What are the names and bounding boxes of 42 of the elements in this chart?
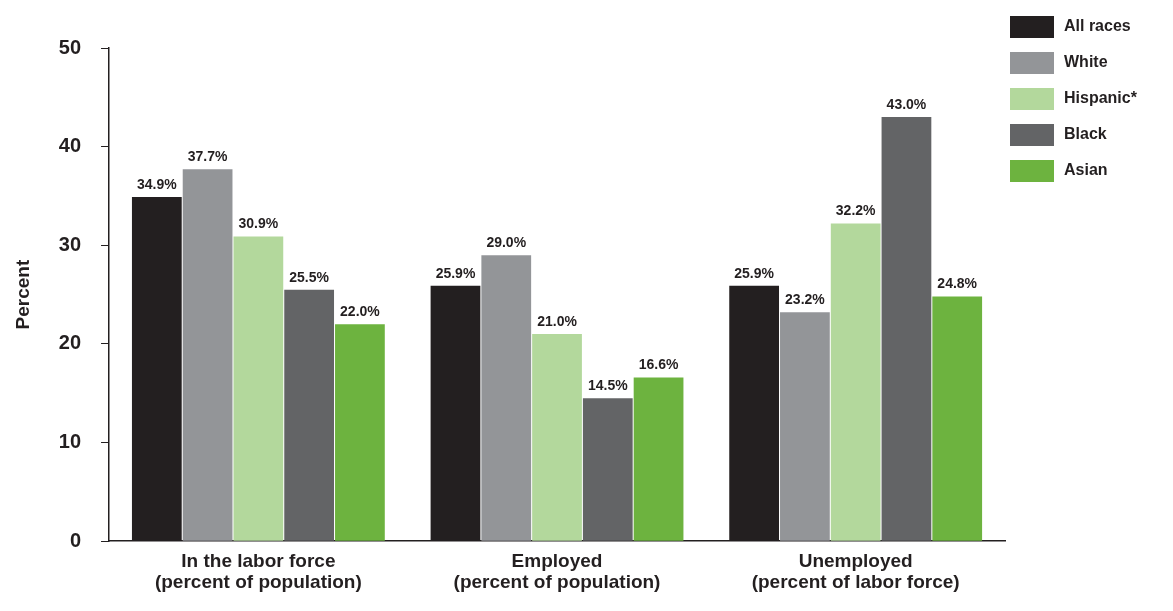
data-label: 30.9%: [238, 215, 279, 232]
bar: [335, 324, 385, 541]
data-label: 24.8%: [937, 275, 978, 292]
y-tick-label: 40: [58, 134, 82, 157]
data-label: 25.5%: [289, 268, 330, 285]
bar: [233, 236, 284, 541]
bar: [881, 117, 932, 541]
bar: [633, 377, 684, 541]
y-tick-label: 50: [58, 35, 82, 58]
legend-label: White: [1064, 53, 1108, 71]
bar: [182, 169, 233, 541]
data-label: 14.5%: [587, 377, 629, 394]
bar: [284, 289, 335, 541]
y-tick-label: 30: [58, 232, 82, 255]
y-tick-label: 0: [69, 528, 82, 551]
bar: [830, 223, 881, 541]
bar: [532, 334, 582, 541]
data-label: 34.9%: [136, 175, 178, 192]
bar: [481, 255, 532, 541]
data-label: 25.9%: [435, 264, 476, 281]
legend-label: Hispanic*: [1064, 89, 1138, 107]
legend-label: Black: [1064, 125, 1107, 143]
legend-label: Asian: [1064, 161, 1108, 179]
y-tick-label: 20: [58, 331, 82, 354]
bar: [780, 312, 830, 541]
x-tick-label: In the labor force (percent of population): [154, 549, 362, 592]
bar: [582, 398, 633, 541]
data-label: 37.7%: [187, 148, 228, 165]
legend-label: All races: [1064, 17, 1131, 35]
data-label: 21.0%: [537, 312, 578, 329]
y-tick-label: 10: [58, 430, 82, 453]
data-label: 22.0%: [340, 303, 381, 320]
data-label: 29.0%: [486, 234, 527, 250]
y-axis-title: Percent: [11, 259, 33, 330]
x-tick-label: Unemployed (percent of labor force): [751, 549, 960, 592]
x-tick-label: Employed (percent of population): [453, 549, 661, 592]
data-label: 16.6%: [638, 356, 679, 373]
bar: [932, 296, 983, 541]
data-label: 32.2%: [835, 202, 877, 219]
data-label: 25.9%: [734, 264, 775, 281]
data-label: 23.2%: [785, 291, 826, 308]
data-label: 43.0%: [886, 95, 927, 112]
